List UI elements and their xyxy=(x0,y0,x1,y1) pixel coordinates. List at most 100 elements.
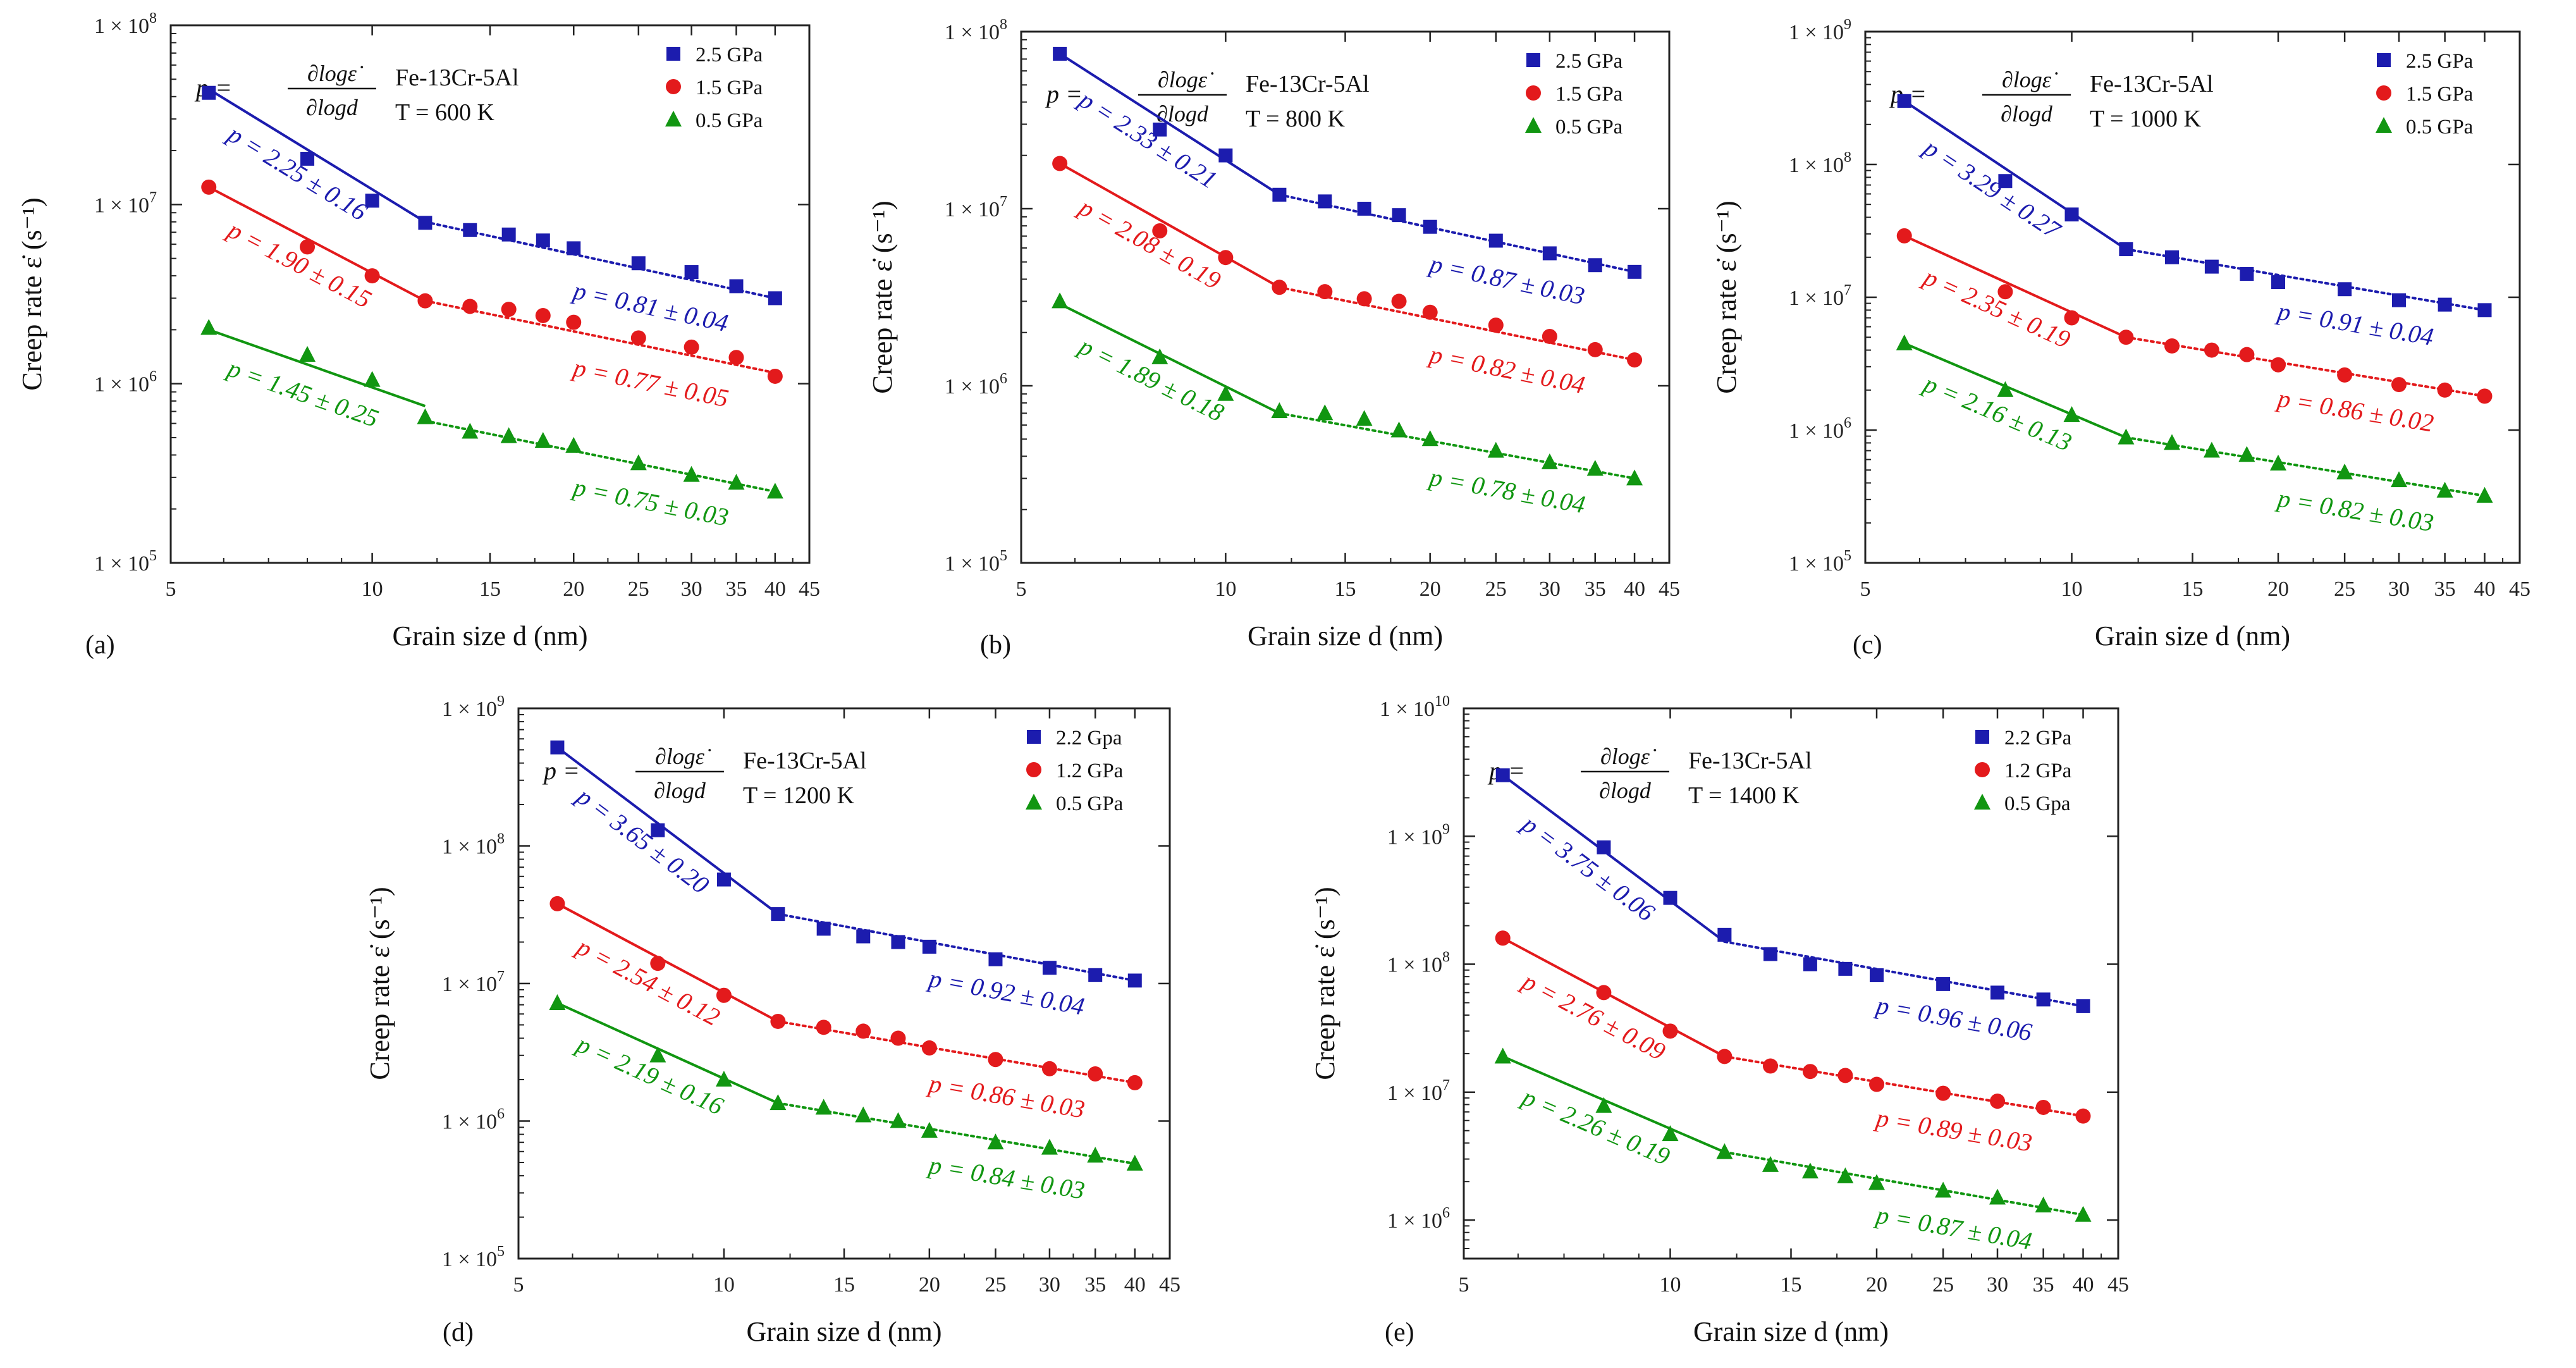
x-tick-label: 45 xyxy=(1659,577,1680,601)
data-point xyxy=(771,907,785,921)
data-point xyxy=(1390,421,1408,438)
y-tick-label: 1 × 108 xyxy=(1789,149,1851,177)
y-tick-label: 1 × 109 xyxy=(1789,16,1851,44)
fit-label-shallow: p = 0.84 ± 0.03 xyxy=(925,1150,1087,1205)
data-point xyxy=(856,929,871,944)
fit-line-steep xyxy=(1059,302,1280,415)
temperature-label: T = 1400 K xyxy=(1688,782,1800,809)
data-point xyxy=(1990,985,2005,1000)
data-point xyxy=(1495,930,1511,946)
x-tick-label: 30 xyxy=(1987,1273,2008,1297)
data-point xyxy=(365,194,379,208)
legend-label: 0.5 GPa xyxy=(1555,116,1623,139)
data-point xyxy=(1494,1047,1511,1064)
data-point xyxy=(201,179,217,195)
x-tick-label: 20 xyxy=(1866,1273,1887,1297)
data-point xyxy=(2075,1108,2091,1124)
data-point xyxy=(1356,291,1372,307)
material-label: Fe-13Cr-5Al xyxy=(743,748,867,774)
data-point xyxy=(1896,334,1913,350)
panel-label: (c) xyxy=(1853,631,1882,660)
data-point xyxy=(1153,122,1167,137)
formula-lhs: p = xyxy=(1045,80,1083,108)
legend-label: 0.5 GPa xyxy=(2406,116,2474,139)
data-point xyxy=(1422,304,1438,320)
x-tick-label: 40 xyxy=(1124,1273,1146,1297)
y-tick-exponent: 6 xyxy=(149,369,157,385)
formula-denominator: ∂logd xyxy=(2001,101,2053,126)
temperature-label: T = 800 K xyxy=(1246,106,1345,132)
data-point xyxy=(1595,1097,1612,1113)
data-point xyxy=(1052,156,1068,171)
y-tick-label: 1 × 108 xyxy=(442,831,505,859)
formula-numerator: ∂logε̇ xyxy=(2002,67,2058,92)
data-point xyxy=(2165,250,2180,264)
y-tick-label: 1 × 106 xyxy=(1789,415,1851,443)
legend-marker xyxy=(665,111,682,126)
data-point xyxy=(1762,1155,1779,1172)
x-axis-label: Grain size d (nm) xyxy=(392,620,587,651)
data-point xyxy=(1317,284,1333,300)
y-tick-exponent: 9 xyxy=(1844,16,1851,33)
panel-label: (d) xyxy=(443,1318,474,1347)
data-point xyxy=(567,241,581,256)
data-point xyxy=(1217,385,1234,401)
data-point xyxy=(816,921,831,936)
data-point xyxy=(1763,1058,1779,1074)
y-tick-label: 1 × 108 xyxy=(1387,949,1450,977)
legend-label: 1.5 GPa xyxy=(2406,83,2474,106)
data-point xyxy=(1896,228,1912,243)
data-point xyxy=(2270,454,2287,471)
data-point xyxy=(890,1030,906,1046)
data-point xyxy=(684,265,699,280)
fit-line-steep xyxy=(1903,342,2127,439)
data-point xyxy=(501,227,516,242)
data-point xyxy=(2438,297,2452,312)
data-point xyxy=(462,422,479,439)
x-tick-label: 30 xyxy=(681,577,702,601)
y-tick-exponent: 8 xyxy=(1000,16,1007,33)
x-tick-label: 45 xyxy=(799,577,820,601)
data-point xyxy=(890,1112,907,1128)
y-axis-label: Creep rate ε̇ (s⁻¹) xyxy=(364,887,395,1080)
data-point xyxy=(649,1046,666,1063)
data-point xyxy=(2337,367,2353,383)
data-point xyxy=(1597,840,1611,854)
data-point xyxy=(2239,347,2255,362)
x-tick-label: 30 xyxy=(2388,577,2410,601)
data-point xyxy=(1088,968,1103,982)
x-axis-label: Grain size d (nm) xyxy=(746,1316,941,1347)
legend-label: 1.5 GPa xyxy=(696,77,763,99)
legend-label: 1.2 GPa xyxy=(2004,760,2072,782)
y-tick-label: 1 × 109 xyxy=(442,693,505,721)
data-point xyxy=(2336,463,2353,479)
data-point xyxy=(770,1094,787,1111)
x-tick-label: 25 xyxy=(1932,1273,1954,1297)
y-tick-label: 1 × 107 xyxy=(442,968,505,996)
data-point xyxy=(1272,187,1287,202)
x-tick-label: 10 xyxy=(1215,577,1236,601)
x-tick-label: 5 xyxy=(166,577,176,601)
x-tick-label: 40 xyxy=(1624,577,1645,601)
data-point xyxy=(1897,94,1911,108)
legend-label: 2.5 GPa xyxy=(696,44,763,66)
data-point xyxy=(1662,1023,1678,1039)
legend-marker xyxy=(1027,730,1041,744)
data-point xyxy=(1989,1188,2006,1205)
data-point xyxy=(1392,208,1406,223)
fit-line-shallow xyxy=(2125,248,2486,312)
y-tick-exponent: 5 xyxy=(1844,548,1851,564)
data-point xyxy=(921,1040,937,1056)
fit-line-steep xyxy=(1502,1055,1726,1154)
y-tick-exponent: 6 xyxy=(1442,1205,1450,1221)
panel-label: (b) xyxy=(980,631,1011,660)
material-label: Fe-13Cr-5Al xyxy=(2090,71,2214,97)
x-tick-label: 40 xyxy=(2073,1273,2094,1297)
data-point xyxy=(1053,46,1067,61)
legend-label: 2.2 GPa xyxy=(2004,727,2072,749)
x-tick-label: 45 xyxy=(2509,577,2530,601)
data-point xyxy=(2063,406,2080,422)
data-point xyxy=(1088,1066,1103,1082)
data-point xyxy=(1801,1162,1819,1179)
material-label: Fe-13Cr-5Al xyxy=(1688,748,1812,774)
